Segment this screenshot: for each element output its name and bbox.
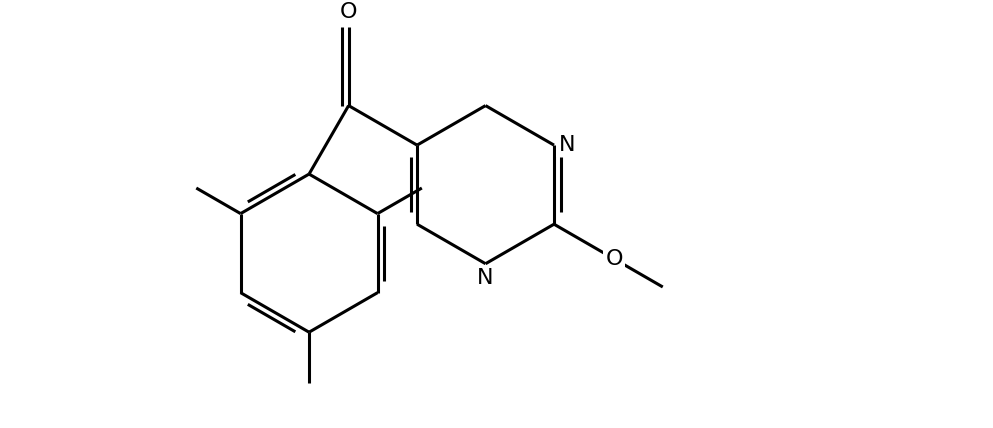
Text: N: N <box>559 135 575 155</box>
Text: O: O <box>340 2 357 22</box>
Text: O: O <box>606 249 624 269</box>
Text: N: N <box>478 268 494 288</box>
